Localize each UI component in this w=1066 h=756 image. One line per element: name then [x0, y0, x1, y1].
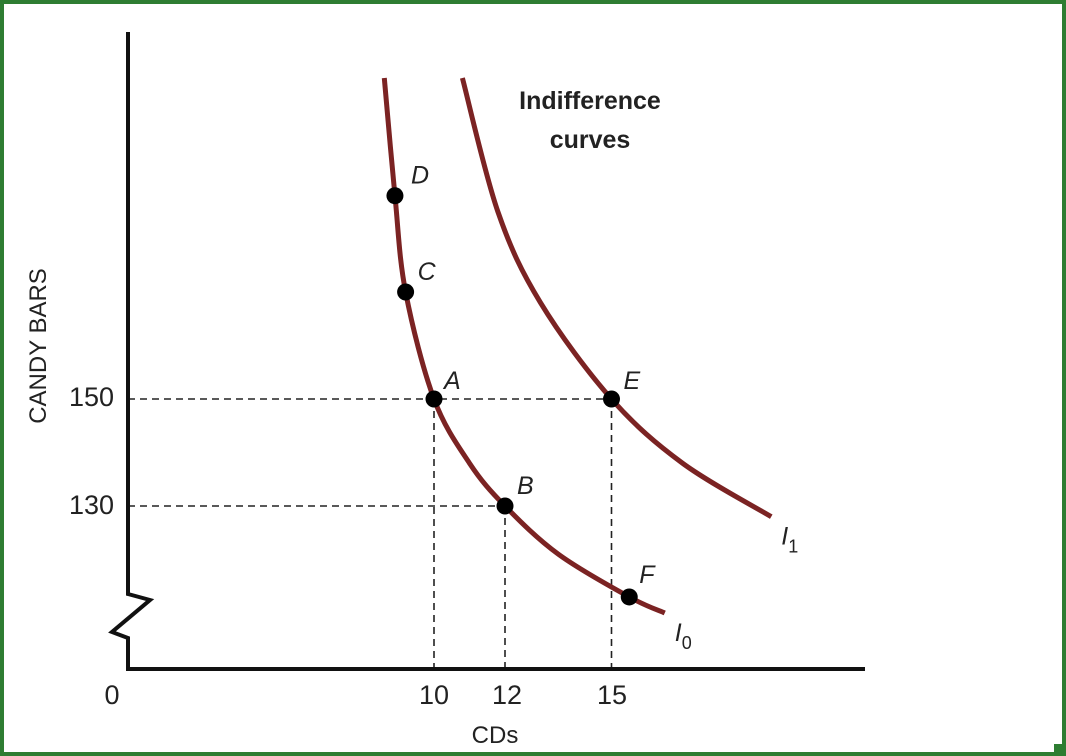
- point-f: [620, 588, 638, 606]
- y-axis-title: CANDY BARS: [25, 268, 52, 424]
- frame-corner-mark: [1054, 744, 1062, 752]
- origin-label: 0: [104, 680, 119, 710]
- point-label-c: C: [418, 258, 437, 286]
- y-tick-label: 130: [69, 490, 114, 520]
- labels: 0 10 12 15 150 130 CDs CANDY BARS Indiff…: [25, 87, 798, 749]
- curve-i1: [459, 77, 773, 519]
- dashed-guides: [128, 398, 613, 669]
- point-d: [386, 187, 404, 205]
- curve-label-subscript: 1: [788, 537, 798, 557]
- axes: [108, 32, 865, 671]
- indifference-curve-chart: 0 10 12 15 150 130 CDs CANDY BARS Indiff…: [25, 32, 865, 749]
- point-a: [425, 390, 443, 408]
- x-tick-label: 10: [419, 680, 449, 710]
- point-label-a: A: [442, 367, 461, 395]
- x-axis-title: CDs: [472, 722, 519, 749]
- x-tick-label: 12: [492, 680, 522, 710]
- x-tick-label: 15: [597, 680, 627, 710]
- point-b: [496, 497, 514, 515]
- curves: [381, 77, 773, 616]
- point-e: [603, 390, 620, 408]
- annotation-line-1: Indifference: [519, 87, 661, 115]
- point-label-b: B: [517, 472, 534, 500]
- point-label-f: F: [639, 561, 656, 589]
- point-label-d: D: [411, 162, 429, 190]
- curve-label-i0: I0: [675, 619, 692, 653]
- point-c: [397, 283, 415, 301]
- points: [386, 187, 638, 606]
- curve-i0: [381, 77, 666, 616]
- y-tick-label: 150: [69, 382, 114, 412]
- curve-label-i1: I1: [781, 523, 798, 557]
- y-axis: [108, 32, 155, 671]
- annotation-line-2: curves: [550, 126, 631, 154]
- curve-label-subscript: 0: [682, 633, 692, 653]
- point-label-e: E: [624, 367, 641, 395]
